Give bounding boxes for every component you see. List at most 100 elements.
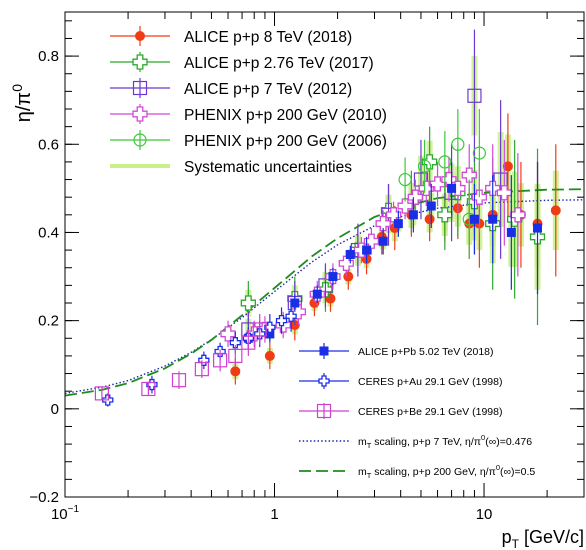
data-point <box>469 214 479 224</box>
legend-text-part: m <box>358 436 367 448</box>
data-point <box>362 245 372 255</box>
y-tick-label: 0.4 <box>38 224 59 241</box>
legend-marker <box>318 375 330 387</box>
data-point <box>375 215 391 232</box>
legend-top-label: PHENIX p+p 200 GeV (2006) <box>184 133 387 150</box>
legend-bottom-entry: CERES p+Be 29.1 GeV (1998) <box>299 403 502 419</box>
legend-marker <box>319 346 329 356</box>
data-point <box>285 310 297 322</box>
legend-top-entry: PHENIX p+p 200 GeV (2006) <box>110 130 387 150</box>
y-axis-label: η/π0 <box>9 84 35 122</box>
legend-text-part: (∞)=0.5 <box>500 466 535 478</box>
legend-bottom-label: CERES p+Au 29.1 GeV (1998) <box>358 376 502 388</box>
legend-bottom-label: CERES p+Be 29.1 GeV (1998) <box>358 406 502 418</box>
data-point <box>328 272 338 282</box>
y-tick-label: −0.2 <box>29 489 59 506</box>
data-point <box>496 185 512 201</box>
legend-top-label: Systematic uncertainties <box>184 159 352 176</box>
data-point <box>94 386 109 401</box>
x-tick-label: 10−1 <box>51 504 80 523</box>
data-point <box>417 159 432 173</box>
data-point <box>438 155 452 169</box>
data-points-layer <box>94 29 561 407</box>
data-point <box>241 335 256 350</box>
data-point <box>171 373 187 388</box>
y-tick-label: 0.2 <box>38 313 59 330</box>
data-point <box>429 176 446 192</box>
data-point <box>426 201 436 211</box>
data-point <box>461 167 477 183</box>
data-point <box>472 146 486 160</box>
data-point <box>229 337 241 349</box>
legend-marker <box>316 403 332 419</box>
legend-top-label: ALICE p+p 8 TeV (2018) <box>184 29 352 46</box>
data-point <box>345 250 355 259</box>
legend-top-entry: ALICE p+p 8 TeV (2018) <box>110 26 352 46</box>
series-phenix2006 <box>398 109 486 259</box>
legend-top-entry: Systematic uncertainties <box>110 159 352 176</box>
legend-bottom: ALICE p+Pb 5.02 TeV (2018) CERES p+Au 29.… <box>299 343 535 480</box>
legend-top-label: PHENIX p+p 200 GeV (2010) <box>184 107 387 124</box>
data-point <box>493 172 508 187</box>
data-point <box>533 223 543 233</box>
data-point <box>471 189 488 205</box>
data-point <box>343 271 354 282</box>
y-tick-label: 0 <box>51 401 59 418</box>
legend-bottom-label: mT scaling, p+p 200 GeV, η/π0(∞)=0.5 <box>358 463 535 480</box>
data-point <box>275 314 288 327</box>
legend-text-sub: T <box>367 471 372 480</box>
data-point <box>363 233 380 249</box>
legend-marker <box>132 54 148 70</box>
data-point <box>312 289 322 299</box>
y-axis-label-superscript: 0 <box>9 84 25 92</box>
data-point <box>198 354 210 366</box>
data-point <box>437 207 453 223</box>
legend-bottom-entry: mT scaling, p+p 200 GeV, η/π0(∞)=0.5 <box>299 463 535 480</box>
data-point <box>252 322 267 337</box>
legend-bottom-entry: mT scaling, p+p 7 TeV, η/π0(∞)=0.476 <box>299 433 532 450</box>
legend-top-entry: ALICE p+p 2.76 TeV (2017) <box>110 52 374 72</box>
curve-mt7 <box>64 199 585 395</box>
data-point <box>230 366 241 377</box>
legend-marker <box>132 106 148 122</box>
data-point <box>338 255 354 271</box>
legend-text-part: scaling, p+p 200 GeV, η/π <box>371 466 495 478</box>
x-tick-label: 1 <box>270 506 278 523</box>
data-point <box>264 321 276 333</box>
legend-bottom-entry: ALICE p+Pb 5.02 TeV (2018) <box>299 343 494 359</box>
data-point <box>506 227 516 237</box>
axes-layer: 10−1 1 10 −0.2 0 0.2 0.4 0.6 0.8 <box>29 12 585 523</box>
legend-text-sup: 0 <box>481 433 485 442</box>
legend-text-sub: T <box>367 441 372 450</box>
data-point <box>467 88 482 103</box>
data-point <box>424 214 435 225</box>
data-point <box>194 362 209 377</box>
series-ceresBe <box>94 314 267 401</box>
data-point <box>397 198 413 214</box>
x-axis-label-subscript: T <box>512 537 520 550</box>
data-point <box>378 236 388 246</box>
legend-top: ALICE p+p 8 TeV (2018) ALICE p+p 2.76 TeV… <box>110 26 387 176</box>
data-point <box>141 381 156 397</box>
data-point <box>550 205 561 216</box>
data-point <box>398 172 412 187</box>
data-point <box>228 348 243 364</box>
x-tick-label: 10 <box>476 506 493 523</box>
legend-top-label: ALICE p+p 2.76 TeV (2017) <box>184 55 374 72</box>
legend-bottom-label: mT scaling, p+p 7 TeV, η/π0(∞)=0.476 <box>358 433 532 450</box>
legend-text-part: m <box>358 466 367 478</box>
data-point <box>418 180 434 197</box>
legend-bottom-label: ALICE p+Pb 5.02 TeV (2018) <box>358 346 494 358</box>
data-point <box>488 214 498 224</box>
data-point <box>421 154 438 170</box>
data-point <box>393 219 403 229</box>
data-point <box>240 295 256 311</box>
data-point <box>407 189 423 205</box>
data-point <box>451 137 465 151</box>
y-tick-label: 0.6 <box>38 136 59 153</box>
data-point <box>264 350 275 361</box>
legend-top-label: ALICE p+p 7 TeV (2012) <box>184 81 352 98</box>
data-point <box>213 353 228 368</box>
